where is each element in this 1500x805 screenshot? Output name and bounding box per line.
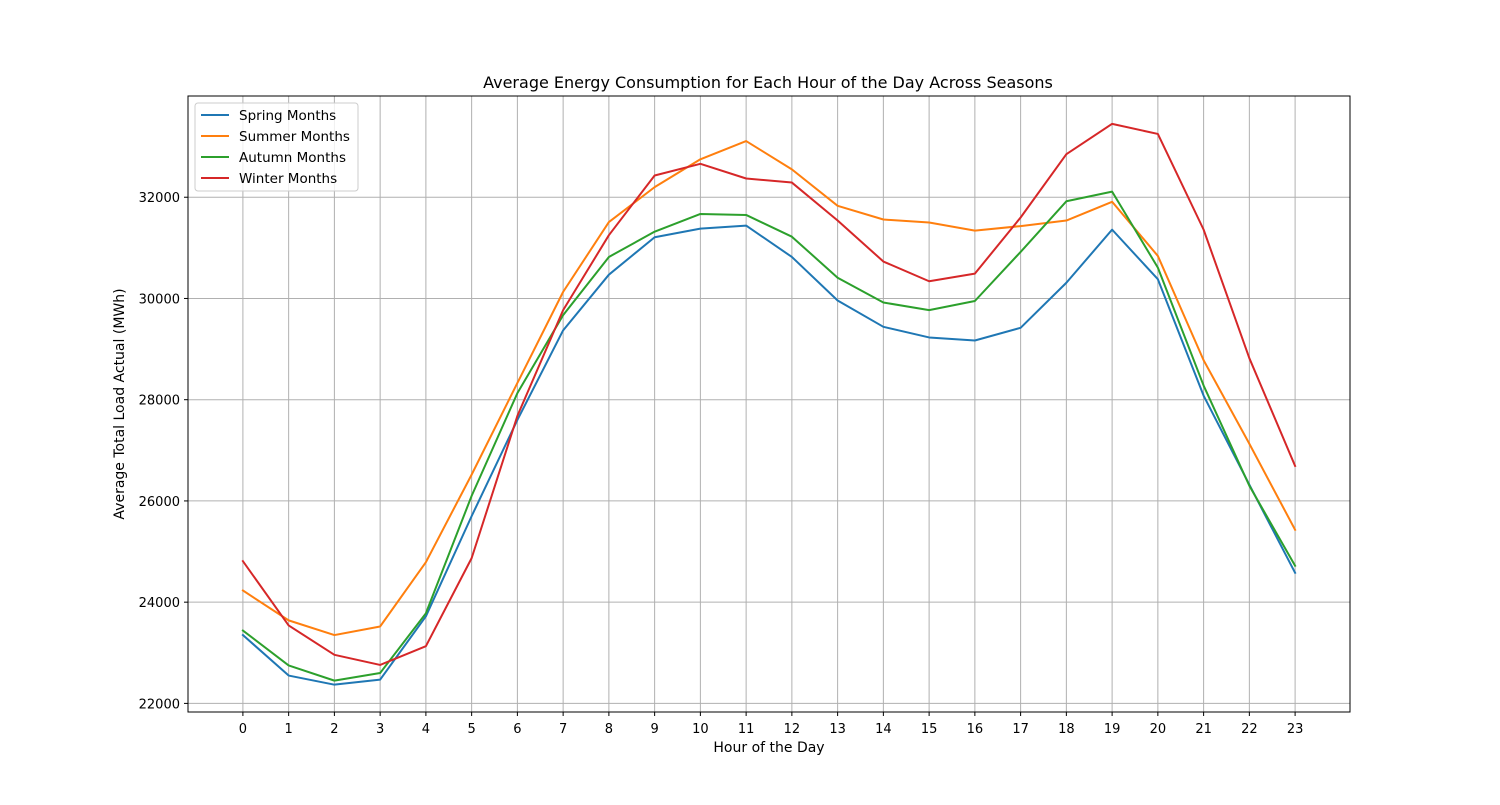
series-line-spring-months [241,224,1297,686]
x-tick-label: 14 [875,722,892,737]
x-tick-label: 16 [967,722,984,737]
x-tick-label: 17 [1012,722,1029,737]
legend-label: Autumn Months [239,150,346,166]
series-lines [241,122,1297,686]
x-tick-label: 20 [1150,722,1167,737]
y-tick-label: 24000 [139,596,180,611]
series-line-autumn-months [241,190,1297,682]
legend-box [194,102,359,192]
legend-label: Spring Months [239,108,336,124]
y-axis-label: Average Total Load Actual (MWh) [112,288,128,519]
x-tick-label: 8 [605,722,613,737]
x-tick-label: 13 [829,722,846,737]
x-tick-label: 11 [738,722,755,737]
x-tick-label: 19 [1104,722,1121,737]
x-tick-label: 5 [467,722,475,737]
grid-lines [188,96,1350,712]
legend: Spring Months Summer Months Autumn Months W… [194,102,359,192]
y-tick-label: 30000 [139,292,180,307]
x-axis-ticks: 0 1 2 3 4 5 6 7 8 9 10 11 12 13 14 15 16 17 18 19 20 21 22 23 [239,712,1304,737]
y-tick-label: 28000 [139,394,180,409]
x-tick-label: 3 [376,722,384,737]
x-tick-label: 12 [784,722,801,737]
x-tick-label: 9 [650,722,658,737]
legend-label: Summer Months [239,129,350,145]
x-tick-label: 23 [1287,722,1304,737]
x-tick-label: 10 [692,722,709,737]
x-tick-label: 6 [513,722,521,737]
x-tick-label: 7 [559,722,567,737]
x-tick-label: 0 [239,722,247,737]
x-tick-label: 21 [1195,722,1212,737]
x-axis-label: Hour of the Day [713,740,824,756]
legend-label: Winter Months [239,171,337,187]
y-tick-label: 26000 [139,495,180,510]
series-line-winter-months [241,122,1297,666]
y-axis-ticks: 22000 24000 26000 28000 30000 32000 [139,191,188,712]
x-tick-label: 4 [422,722,430,737]
x-tick-label: 18 [1058,722,1075,737]
series-line-summer-months [241,140,1297,637]
y-tick-label: 22000 [139,697,180,712]
chart-title: Average Energy Consumption for Each Hour… [483,73,1053,92]
x-tick-label: 2 [330,722,338,737]
plot-frame [187,95,1351,713]
y-tick-label: 32000 [139,191,180,206]
x-tick-label: 1 [285,722,293,737]
x-tick-label: 15 [921,722,938,737]
x-tick-label: 22 [1241,722,1258,737]
